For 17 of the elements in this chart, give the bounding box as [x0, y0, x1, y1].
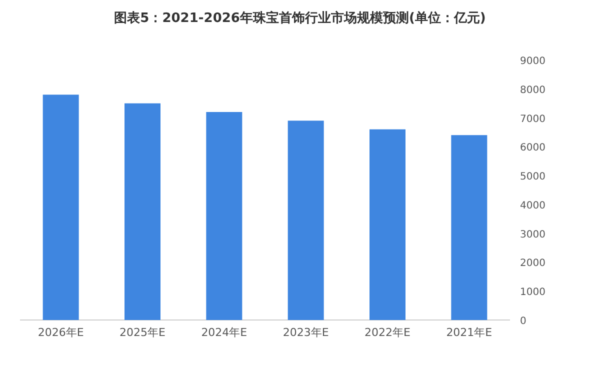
- ytick: 6000: [520, 142, 546, 154]
- xtick: 2023年E: [282, 326, 329, 339]
- xtick: 2022年E: [364, 326, 410, 339]
- ytick: 7000: [520, 114, 546, 125]
- xtick: 2025年E: [120, 326, 166, 339]
- ytick: 0: [520, 316, 526, 327]
- ytick: 3000: [520, 229, 546, 240]
- ytick: 4000: [520, 200, 546, 212]
- xtick: 2024年E: [201, 326, 248, 339]
- ytick: 8000: [520, 84, 546, 96]
- ytick: 1000: [520, 287, 546, 298]
- xtick: 2026年E: [38, 326, 84, 339]
- ytick: 9000: [520, 56, 546, 67]
- ytick: 2000: [520, 258, 546, 270]
- xtick: 2021年E: [446, 326, 492, 339]
- ytick: 5000: [520, 172, 546, 183]
- title: 图表5：2021-2026年珠宝首饰行业市场规模预测(单位：亿元): [114, 11, 486, 26]
